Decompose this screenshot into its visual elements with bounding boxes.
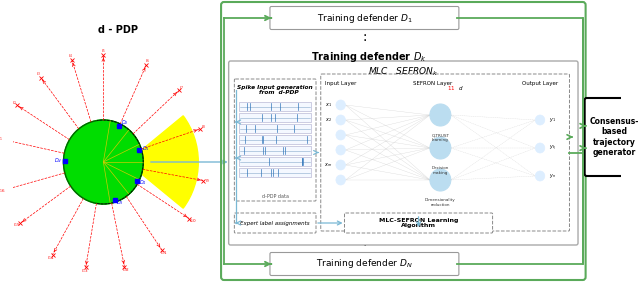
Text: $l_11$: $l_11$: [160, 249, 168, 257]
Text: $l_1$: $l_1$: [0, 135, 3, 143]
Circle shape: [336, 145, 346, 155]
Text: $l_6$: $l_6$: [145, 58, 150, 65]
Text: $x_1$: $x_1$: [325, 101, 332, 109]
Text: $D_N$: $D_N$: [54, 156, 63, 165]
Text: $MLC$   $SEFRON_k$: $MLC$ $SEFRON_k$: [368, 66, 438, 78]
Circle shape: [336, 130, 346, 140]
FancyBboxPatch shape: [239, 157, 311, 166]
Circle shape: [336, 115, 346, 125]
Text: $D_1$: $D_1$: [142, 144, 150, 153]
FancyBboxPatch shape: [344, 213, 493, 233]
Circle shape: [336, 160, 346, 170]
Text: Output Layer: Output Layer: [522, 80, 558, 85]
Circle shape: [430, 169, 451, 191]
Text: $l_16$: $l_16$: [0, 187, 5, 195]
Text: $l_13$: $l_13$: [81, 268, 89, 275]
Text: $l_8$: $l_8$: [201, 124, 206, 131]
FancyBboxPatch shape: [239, 168, 311, 177]
Circle shape: [430, 137, 451, 159]
Text: $l_2$: $l_2$: [12, 99, 17, 107]
Text: Expert label assignments: Expert label assignments: [241, 220, 310, 225]
Text: Decision
making: Decision making: [431, 166, 449, 175]
Text: $d$: $d$: [458, 84, 464, 92]
FancyBboxPatch shape: [239, 146, 311, 155]
Text: $y_1$: $y_1$: [548, 116, 556, 124]
FancyBboxPatch shape: [239, 124, 311, 133]
Text: $l_3$: $l_3$: [36, 71, 41, 78]
Text: $x_2$: $x_2$: [325, 116, 332, 124]
Text: Training defender $D_N$: Training defender $D_N$: [316, 258, 413, 270]
FancyBboxPatch shape: [239, 113, 311, 122]
Text: $y_{k_j}$: $y_{k_j}$: [548, 144, 556, 152]
FancyBboxPatch shape: [234, 79, 316, 201]
Wedge shape: [127, 116, 198, 208]
FancyBboxPatch shape: [321, 74, 570, 231]
FancyBboxPatch shape: [228, 61, 578, 245]
Text: $D_2$: $D_2$: [120, 119, 128, 128]
Text: $l_10$: $l_10$: [189, 217, 196, 225]
FancyBboxPatch shape: [239, 102, 311, 111]
Text: $l_12$: $l_12$: [122, 267, 129, 274]
Text: Dimensionality
reduction: Dimensionality reduction: [425, 198, 456, 206]
Circle shape: [336, 175, 346, 185]
FancyBboxPatch shape: [585, 98, 640, 176]
Text: $l_15$: $l_15$: [13, 222, 20, 229]
Text: $l_7$: $l_7$: [179, 84, 184, 91]
Text: Spike Input generation
    from  d-PDP: Spike Input generation from d-PDP: [237, 85, 313, 95]
Text: $l_4$: $l_4$: [68, 53, 73, 60]
Text: Q-TRUST
learning: Q-TRUST learning: [431, 133, 449, 142]
Text: SEFRON Layer: SEFRON Layer: [413, 80, 452, 85]
Text: $x_m$: $x_m$: [324, 161, 332, 169]
FancyBboxPatch shape: [234, 213, 316, 233]
Text: d - PDP: d - PDP: [97, 25, 138, 35]
Circle shape: [430, 104, 451, 126]
FancyBboxPatch shape: [239, 135, 311, 144]
Text: Training defender $D_1$: Training defender $D_1$: [317, 11, 412, 24]
Circle shape: [63, 120, 143, 204]
Circle shape: [535, 171, 545, 181]
FancyBboxPatch shape: [270, 7, 459, 30]
Text: ·: ·: [362, 234, 367, 248]
Text: ·: ·: [362, 34, 367, 48]
Text: ·: ·: [362, 239, 367, 253]
Text: ·: ·: [362, 29, 367, 43]
Text: Input Layer: Input Layer: [325, 80, 356, 85]
Text: d-PDP data: d-PDP data: [262, 193, 289, 199]
Circle shape: [535, 143, 545, 153]
Text: Consensus-
based
trajectory
generator: Consensus- based trajectory generator: [589, 117, 639, 157]
Text: $D_3$: $D_3$: [116, 199, 124, 207]
FancyBboxPatch shape: [270, 252, 459, 275]
Text: $D_4$: $D_4$: [140, 178, 147, 187]
Text: $y_n$: $y_n$: [548, 172, 556, 180]
Text: $l_9$: $l_9$: [205, 178, 209, 185]
Circle shape: [336, 100, 346, 110]
Text: $l_14$: $l_14$: [47, 254, 54, 262]
Text: Training defender $D_k$: Training defender $D_k$: [311, 50, 427, 64]
Circle shape: [535, 115, 545, 125]
Text: $11$: $11$: [447, 84, 456, 92]
Text: $l_5$: $l_5$: [101, 47, 106, 55]
Text: MLC-SEFRON Learning
Algorithm: MLC-SEFRON Learning Algorithm: [379, 218, 458, 228]
